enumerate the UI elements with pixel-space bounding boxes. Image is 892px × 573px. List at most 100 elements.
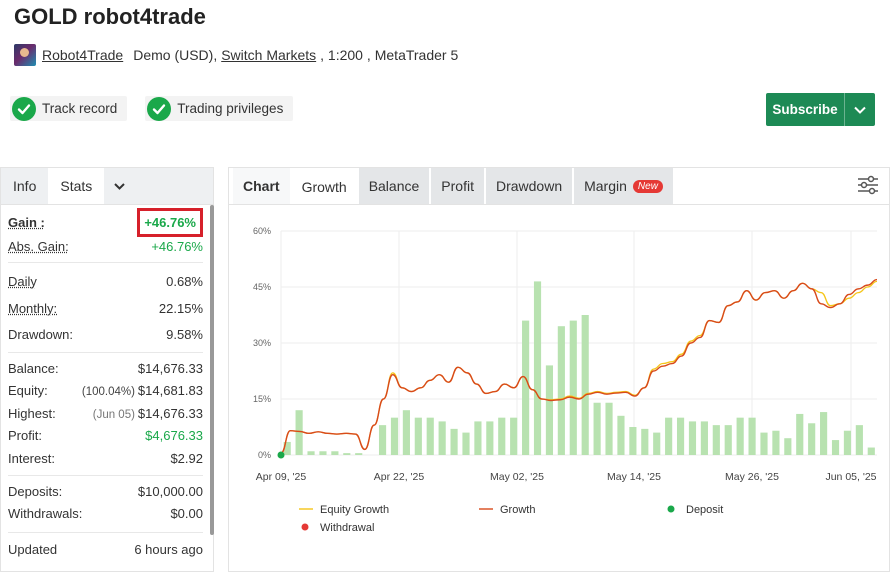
stats-list: Gain : +46.76% Abs. Gain: +46.76% Daily …: [1, 205, 209, 561]
chevron-down-icon[interactable]: [104, 168, 135, 204]
profit-bar: [557, 326, 565, 455]
tab-balance[interactable]: Balance: [358, 168, 432, 204]
x-tick-label: May 26, '25: [725, 471, 779, 483]
stats-tabs: Info Stats: [1, 168, 213, 205]
divider: [8, 262, 203, 263]
profit-bar: [665, 417, 673, 455]
profit-bar: [569, 320, 577, 455]
tab-stats[interactable]: Stats: [48, 168, 105, 204]
daily-label[interactable]: Daily: [8, 273, 37, 289]
broker-link[interactable]: Switch Markets: [221, 47, 317, 63]
track-record-badge[interactable]: Track record: [10, 96, 128, 121]
withdrawals-label: Withdrawals:: [8, 505, 83, 521]
leverage: , 1:200 ,: [320, 47, 371, 63]
chevron-down-icon[interactable]: [844, 93, 875, 126]
stats-panel: Info Stats Gain : +46.76% Abs. Gain: +46…: [0, 167, 214, 572]
badges: Track record Trading privileges: [10, 96, 294, 121]
profit-bar: [700, 421, 708, 455]
profit-bar: [331, 451, 339, 455]
legend-equity-growth-label: Equity Growth: [320, 504, 389, 516]
y-tick-label: 60%: [253, 226, 271, 236]
gain-label[interactable]: Gain :: [8, 214, 45, 230]
profit-bar: [581, 315, 589, 455]
deposits-label: Deposits:: [8, 483, 63, 499]
daily-row: Daily 0.68%: [1, 267, 209, 295]
tab-margin[interactable]: Margin New: [574, 168, 675, 204]
x-tick-label: Jun 05, '25: [825, 471, 876, 483]
profit-bar: [474, 421, 482, 455]
profit-bar: [772, 430, 780, 455]
legend-withdrawal-label: Withdrawal: [320, 522, 374, 534]
profit-bar: [319, 451, 327, 455]
profit-bar: [486, 421, 494, 455]
y-tick-label: 30%: [253, 338, 271, 348]
abs-gain-row: Abs. Gain: +46.76%: [1, 235, 209, 257]
monthly-value: 22.15%: [158, 300, 203, 316]
profit-bar: [712, 425, 720, 455]
tab-growth[interactable]: Growth: [291, 168, 359, 204]
legend-deposit-label: Deposit: [686, 504, 723, 516]
monthly-label[interactable]: Monthly:: [8, 300, 58, 316]
profit-bar: [867, 447, 875, 455]
legend-deposit-swatch: [667, 505, 675, 513]
deposits-row: Deposits: $10,000.00: [1, 480, 209, 502]
platform: MetaTrader 5: [374, 47, 459, 63]
profit-bar: [426, 417, 434, 455]
profit-bar: [748, 417, 756, 455]
profit-bar: [796, 413, 804, 455]
tab-drawdown[interactable]: Drawdown: [485, 168, 575, 204]
profit-bar: [605, 402, 613, 455]
profit-bar: [522, 320, 530, 455]
profit-bar: [402, 410, 410, 455]
highest-label: Highest:: [8, 405, 56, 421]
profit-value: $4,676.33: [145, 428, 203, 443]
abs-gain-label[interactable]: Abs. Gain:: [8, 238, 69, 254]
profit-bar: [760, 432, 768, 455]
avatar[interactable]: [14, 44, 36, 66]
profit-bar: [629, 427, 637, 455]
profit-bar: [653, 432, 661, 455]
divider: [8, 475, 203, 476]
legend-growth-label: Growth: [500, 504, 535, 516]
trading-privileges-badge[interactable]: Trading privileges: [145, 96, 294, 121]
growth-chart: 0% 15% 30% 45% 60% Apr 09, '25 Apr 22, '25 May …: [253, 226, 878, 534]
profit-bar: [820, 412, 828, 455]
profit-bar: [641, 428, 649, 455]
interest-value: $2.92: [170, 450, 203, 466]
owner-link[interactable]: Robot4Trade: [42, 47, 124, 63]
updated-label: Updated: [8, 541, 58, 557]
tab-info[interactable]: Info: [13, 178, 37, 194]
y-tick-label: 0%: [258, 450, 271, 460]
subscribe-button[interactable]: Subscribe: [766, 93, 875, 126]
profit-label: Profit:: [8, 428, 42, 443]
profit-bar: [593, 402, 601, 455]
y-tick-label: 15%: [253, 394, 271, 404]
tab-chart[interactable]: Chart: [233, 168, 292, 204]
x-tick-label: May 02, '25: [490, 471, 544, 483]
abs-gain-value: +46.76%: [151, 238, 203, 254]
gain-value: +46.76%: [137, 207, 203, 237]
daily-value: 0.68%: [166, 273, 203, 289]
profit-bar: [283, 441, 291, 455]
profit-bar: [343, 453, 351, 455]
drawdown-label: Drawdown:: [8, 326, 74, 342]
deposits-value: $10,000.00: [137, 483, 203, 499]
check-icon: [147, 96, 172, 121]
scrollbar[interactable]: [210, 205, 214, 535]
x-tick-label: May 14, '25: [607, 471, 661, 483]
highest-row: Highest: (Jun 05) $14,676.33: [1, 402, 209, 424]
profit-bar: [533, 281, 542, 455]
x-tick-label: Apr 09, '25: [256, 471, 307, 483]
profit-bar: [438, 421, 446, 455]
tab-profit[interactable]: Profit: [431, 168, 486, 204]
settings-sliders-icon[interactable]: [857, 175, 879, 200]
growth-line: [280, 278, 878, 454]
equity-growth-line: [280, 280, 878, 454]
gain-row: Gain : +46.76%: [1, 207, 209, 237]
profit-bar: [688, 421, 697, 455]
deposit-marker: [277, 451, 285, 459]
withdrawals-row: Withdrawals: $0.00: [1, 502, 209, 524]
new-badge: New: [632, 179, 663, 193]
drawdown-row: Drawdown: 9.58%: [1, 321, 209, 347]
divider: [8, 532, 203, 533]
